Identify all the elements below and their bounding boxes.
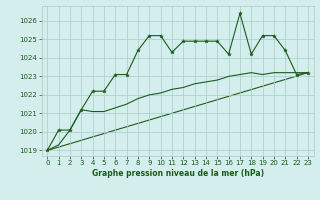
X-axis label: Graphe pression niveau de la mer (hPa): Graphe pression niveau de la mer (hPa) — [92, 169, 264, 178]
